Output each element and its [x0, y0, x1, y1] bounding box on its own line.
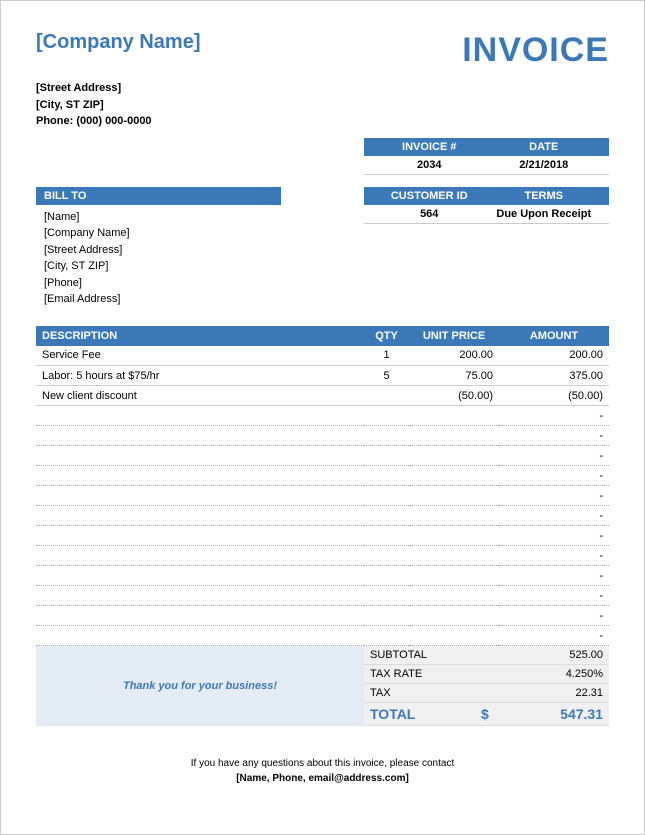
table-row-empty: - — [36, 606, 609, 626]
sender-street: [Street Address] — [36, 80, 609, 97]
tax-label: TAX — [370, 687, 473, 699]
table-row-empty: - — [36, 426, 609, 446]
footer: If you have any questions about this inv… — [36, 756, 609, 786]
table-row-empty: - — [36, 626, 609, 646]
invoice-meta-2: CUSTOMER ID TERMS 564 Due Upon Receipt — [364, 187, 609, 312]
totals-block: SUBTOTAL 525.00 TAX RATE 4.250% TAX 22.3… — [364, 646, 609, 726]
total-value: 547.31 — [503, 706, 603, 722]
table-row-empty: - — [36, 466, 609, 486]
bill-to-company: [Company Name] — [44, 225, 273, 242]
bill-to-label: BILL TO — [36, 187, 281, 205]
table-row-empty: - — [36, 406, 609, 426]
table-row: New client discount (50.00)(50.00) — [36, 386, 609, 406]
table-row: Labor: 5 hours at $75/hr575.00375.00 — [36, 366, 609, 386]
bill-to-city: [City, ST ZIP] — [44, 258, 273, 275]
cell-amount-empty: - — [499, 566, 609, 586]
date-label: DATE — [487, 141, 602, 153]
tax-value: 22.31 — [503, 687, 603, 699]
cell-qty — [364, 386, 409, 406]
cell-amount: 375.00 — [499, 366, 609, 386]
terms-value: Due Upon Receipt — [487, 208, 602, 220]
bill-to-street: [Street Address] — [44, 242, 273, 259]
invoice-title: INVOICE — [462, 31, 609, 70]
table-row-empty: - — [36, 586, 609, 606]
cell-qty: 1 — [364, 346, 409, 366]
subtotal-value: 525.00 — [503, 649, 603, 661]
invoice-meta-1: INVOICE # DATE 2034 2/21/2018 — [364, 138, 609, 175]
table-row-empty: - — [36, 506, 609, 526]
line-items-table: DESCRIPTION QTY UNIT PRICE AMOUNT Servic… — [36, 326, 609, 647]
cell-amount-empty: - — [499, 606, 609, 626]
sender-address: [Street Address] [City, ST ZIP] Phone: (… — [36, 80, 609, 130]
col-amount: AMOUNT — [499, 326, 609, 346]
cell-amount-empty: - — [499, 586, 609, 606]
cell-price: 75.00 — [409, 366, 499, 386]
footer-line-1: If you have any questions about this inv… — [36, 756, 609, 771]
company-name: [Company Name] — [36, 31, 200, 54]
cell-price: 200.00 — [409, 346, 499, 366]
cell-amount-empty: - — [499, 466, 609, 486]
invoice-no-label: INVOICE # — [372, 141, 487, 153]
table-row-empty: - — [36, 566, 609, 586]
bill-to-name: [Name] — [44, 209, 273, 226]
cell-desc: New client discount — [36, 386, 364, 406]
tax-rate-label: TAX RATE — [370, 668, 473, 680]
footer-line-2: [Name, Phone, email@address.com] — [36, 771, 609, 786]
sender-city: [City, ST ZIP] — [36, 97, 609, 114]
cell-amount-empty: - — [499, 406, 609, 426]
invoice-no-value: 2034 — [372, 159, 487, 171]
cell-amount-empty: - — [499, 546, 609, 566]
subtotal-label: SUBTOTAL — [370, 649, 473, 661]
cell-desc: Service Fee — [36, 346, 364, 366]
date-value: 2/21/2018 — [487, 159, 602, 171]
bill-to-phone: [Phone] — [44, 275, 273, 292]
customer-id-label: CUSTOMER ID — [372, 190, 487, 202]
tax-rate-value: 4.250% — [503, 668, 603, 680]
cell-amount-empty: - — [499, 426, 609, 446]
header-row: [Company Name] INVOICE — [36, 31, 609, 70]
total-label: TOTAL — [370, 706, 473, 722]
cell-qty: 5 — [364, 366, 409, 386]
total-currency: $ — [473, 706, 503, 722]
sender-phone: Phone: (000) 000-0000 — [36, 113, 609, 130]
cell-amount-empty: - — [499, 486, 609, 506]
bill-to-block: BILL TO [Name] [Company Name] [Street Ad… — [36, 187, 281, 312]
cell-amount: 200.00 — [499, 346, 609, 366]
table-row-empty: - — [36, 486, 609, 506]
cell-amount: (50.00) — [499, 386, 609, 406]
thank-you-message: Thank you for your business! — [123, 680, 277, 692]
cell-desc: Labor: 5 hours at $75/hr — [36, 366, 364, 386]
table-row-empty: - — [36, 446, 609, 466]
customer-id-value: 564 — [372, 208, 487, 220]
table-row-empty: - — [36, 526, 609, 546]
cell-amount-empty: - — [499, 626, 609, 646]
table-row: Service Fee1200.00200.00 — [36, 346, 609, 366]
table-row-empty: - — [36, 546, 609, 566]
cell-amount-empty: - — [499, 526, 609, 546]
col-qty: QTY — [364, 326, 409, 346]
cell-amount-empty: - — [499, 506, 609, 526]
cell-amount-empty: - — [499, 446, 609, 466]
col-description: DESCRIPTION — [36, 326, 364, 346]
cell-price: (50.00) — [409, 386, 499, 406]
bill-to-email: [Email Address] — [44, 291, 273, 308]
terms-label: TERMS — [487, 190, 602, 202]
col-unit-price: UNIT PRICE — [409, 326, 499, 346]
